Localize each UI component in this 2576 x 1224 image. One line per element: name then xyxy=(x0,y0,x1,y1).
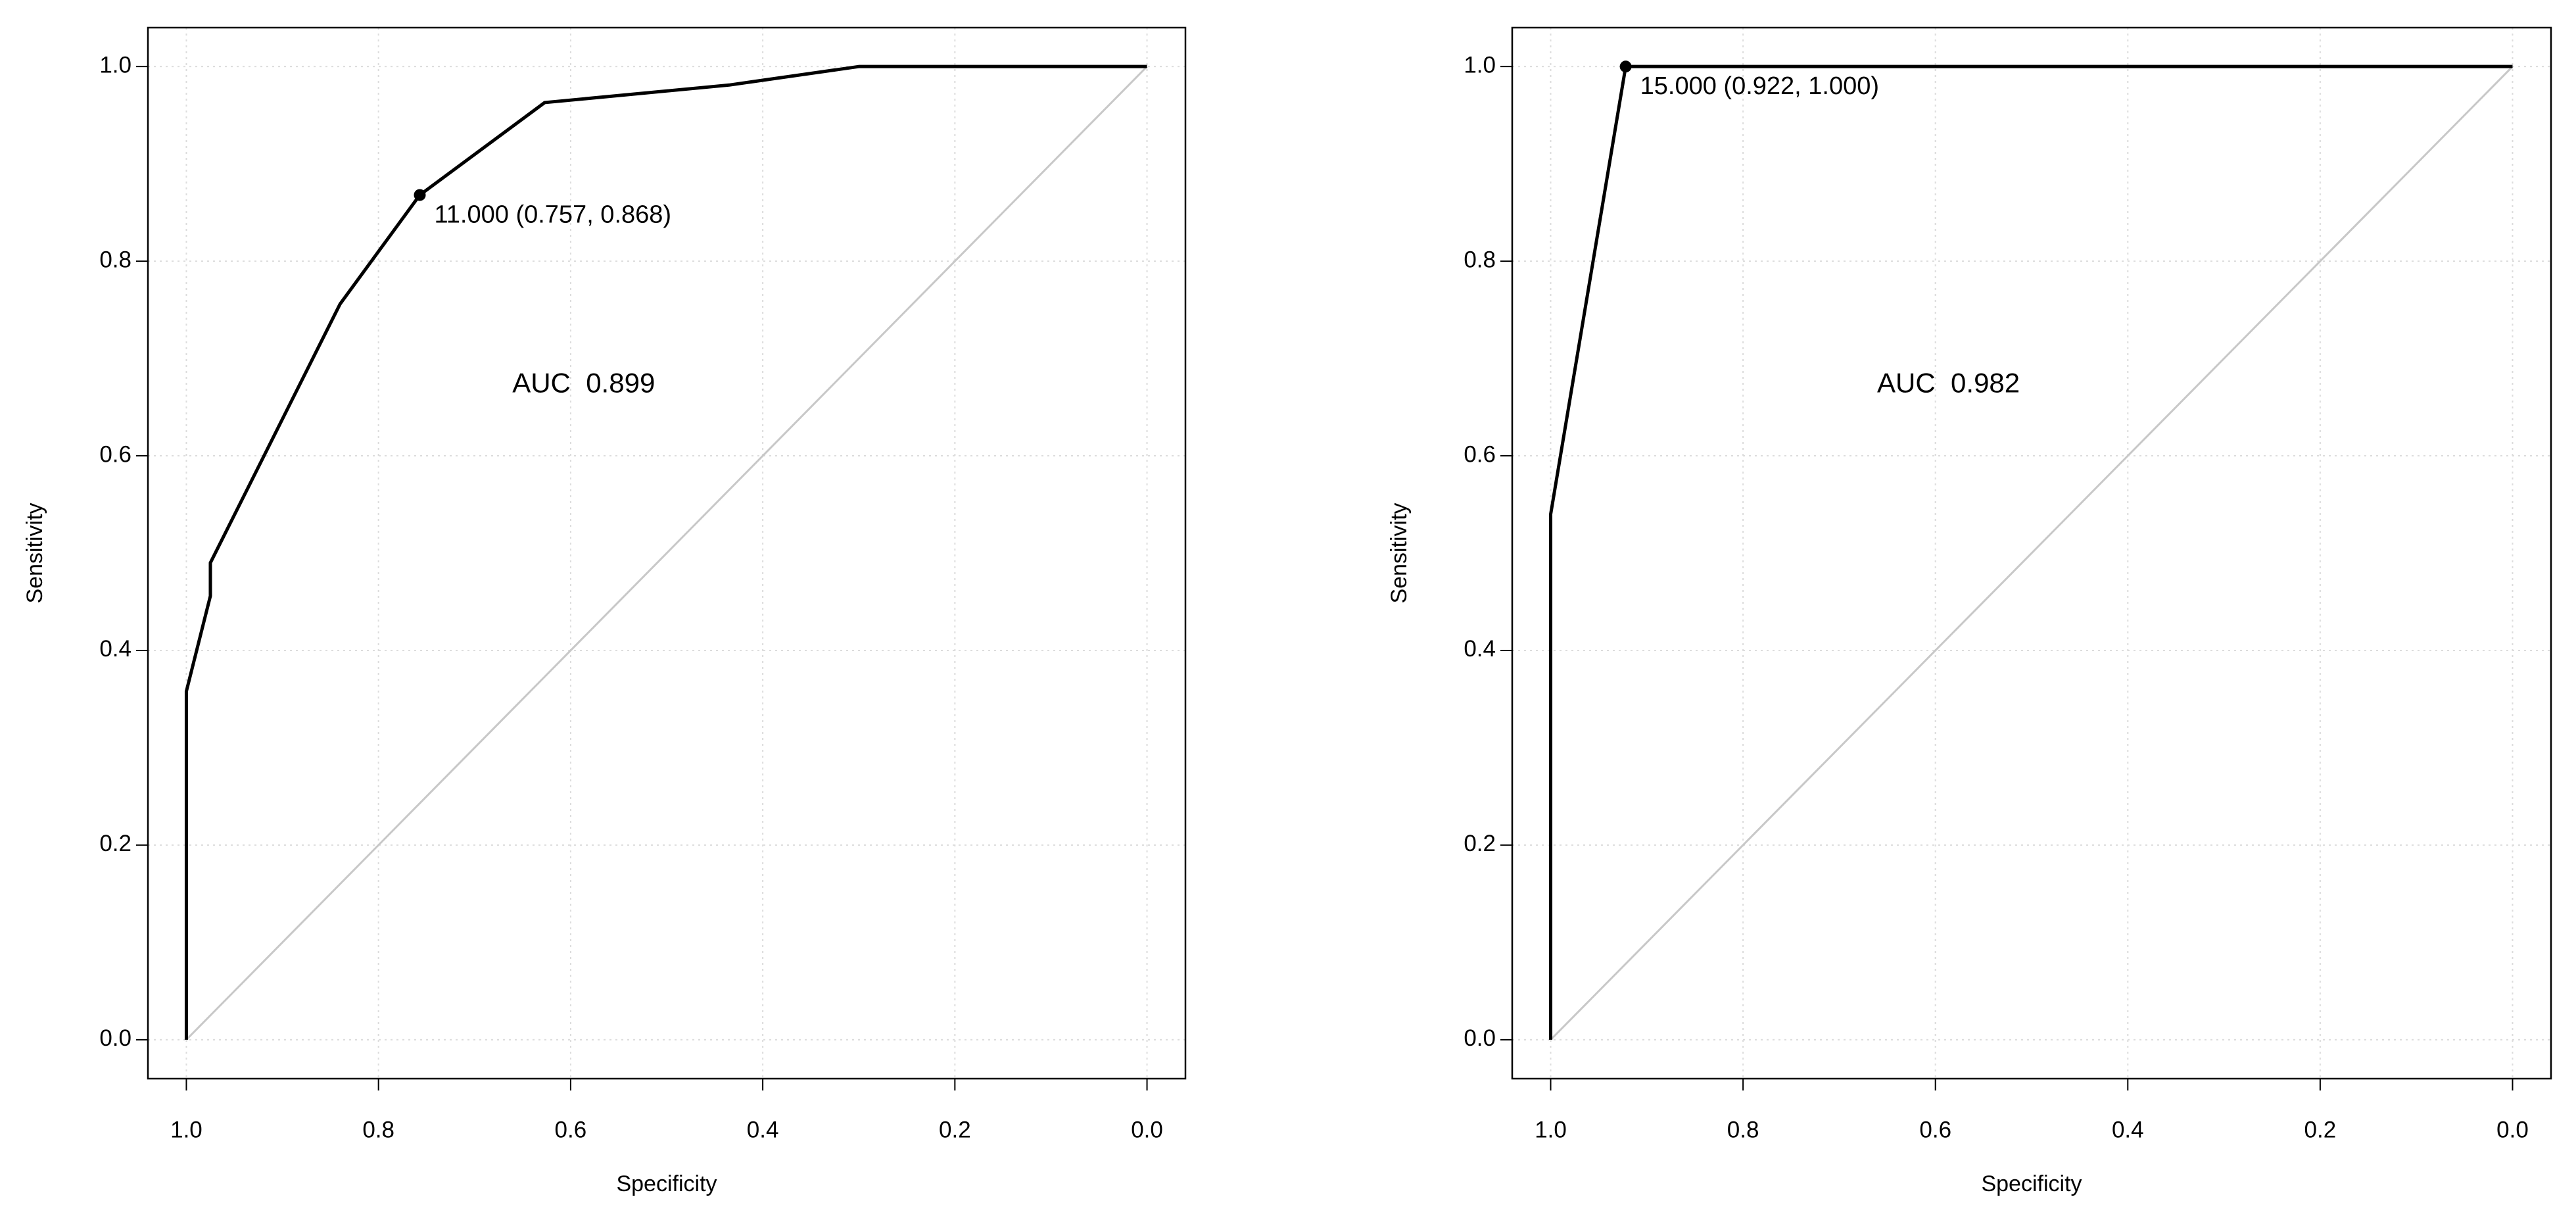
y-tick-label: 0.0 xyxy=(99,1025,131,1051)
x-tick-label: 0.8 xyxy=(362,1117,394,1142)
y-tick-label: 1.0 xyxy=(99,52,131,78)
reference-line xyxy=(1550,66,2514,1040)
y-tick-label: 0.6 xyxy=(1464,441,1496,467)
y-tick-label: 0.8 xyxy=(1464,247,1496,272)
x-tick-label: 0.0 xyxy=(2496,1117,2529,1142)
x-tick-label: 0.4 xyxy=(747,1117,779,1142)
x-axis-title: Specificity xyxy=(1981,1171,2082,1196)
x-tick-label: 0.8 xyxy=(1727,1117,1759,1142)
threshold-label: 11.000 (0.757, 0.868) xyxy=(434,201,671,229)
x-tick-label: 1.0 xyxy=(170,1117,203,1142)
auc-label: AUC 0.982 xyxy=(1877,367,2020,398)
roc-curve xyxy=(1549,64,2513,1040)
x-tick-label: 0.0 xyxy=(1131,1117,1163,1142)
y-tick-label: 0.6 xyxy=(99,441,131,467)
x-tick-label: 1.0 xyxy=(1535,1117,1567,1142)
y-axis-title: Sensitivity xyxy=(1387,502,1412,603)
y-tick-label: 0.8 xyxy=(99,247,131,272)
x-tick-label: 0.4 xyxy=(2112,1117,2144,1142)
reference-line xyxy=(185,66,1148,1040)
plot-frame xyxy=(1511,26,2552,1080)
auc-label: AUC 0.899 xyxy=(512,367,655,398)
y-tick-label: 0.4 xyxy=(1464,636,1496,662)
y-axis-title: Sensitivity xyxy=(22,502,47,603)
threshold-point xyxy=(414,189,426,201)
x-tick-label: 0.2 xyxy=(939,1117,971,1142)
y-tick-label: 0.2 xyxy=(1464,831,1496,856)
y-tick-label: 0.4 xyxy=(99,636,131,662)
plot-frame xyxy=(147,26,1187,1080)
x-tick-label: 0.6 xyxy=(1919,1117,1951,1142)
x-axis-title: Specificity xyxy=(616,1171,717,1196)
x-tick-label: 0.2 xyxy=(2304,1117,2337,1142)
roc-curve xyxy=(184,64,1147,1040)
x-tick-label: 0.6 xyxy=(555,1117,587,1142)
y-tick-label: 0.0 xyxy=(1464,1025,1496,1051)
y-tick-label: 0.2 xyxy=(99,831,131,856)
threshold-point xyxy=(1619,61,1632,73)
threshold-label: 15.000 (0.922, 1.000) xyxy=(1640,72,1879,100)
y-tick-label: 1.0 xyxy=(1464,52,1496,78)
